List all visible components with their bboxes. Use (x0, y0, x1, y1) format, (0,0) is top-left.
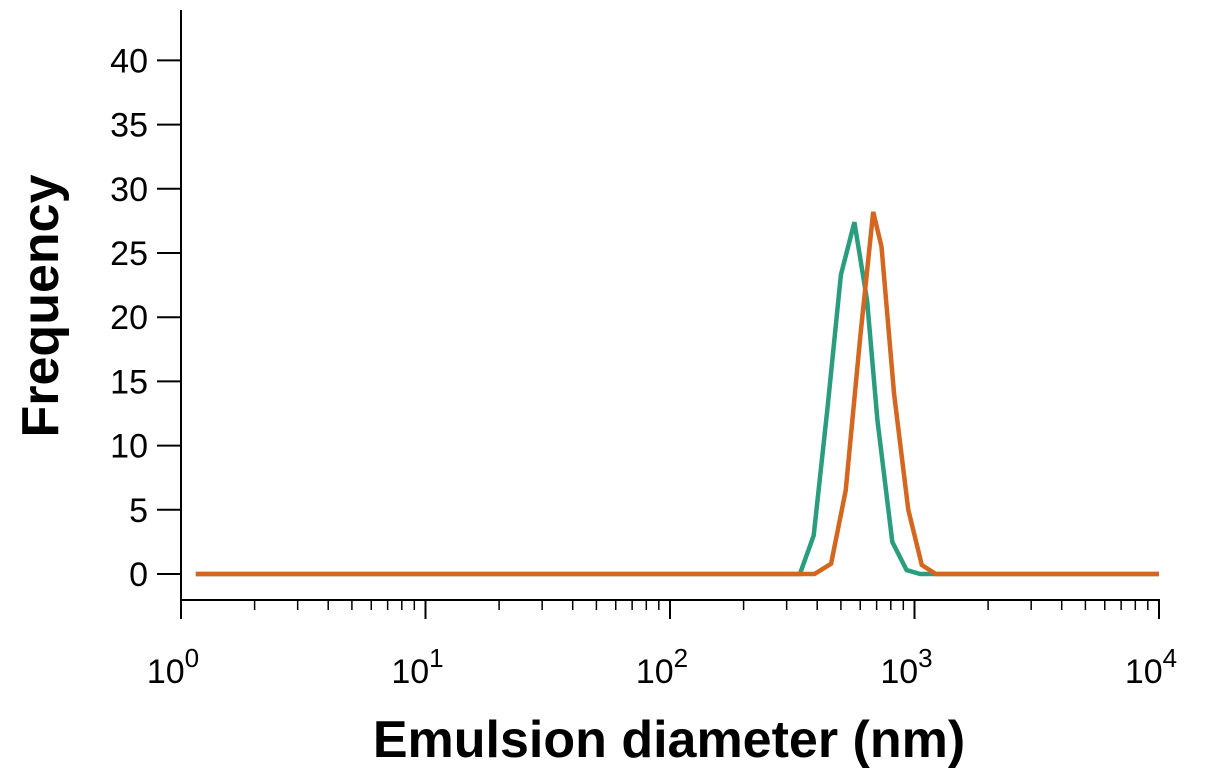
x-tick-label-base: 10 (391, 653, 429, 691)
x-tick-label-base: 10 (880, 653, 918, 691)
x-axis-title: Emulsion diameter (nm) (373, 711, 965, 769)
x-tick-label-base: 10 (147, 653, 185, 691)
y-tick-label: 40 (110, 42, 148, 80)
series-line-2 (195, 211, 1159, 577)
x-tick-label: 102 (636, 643, 688, 691)
y-tick-label: 25 (110, 235, 148, 273)
y-axis-title: Frequency (12, 174, 70, 437)
y-tick-label: 10 (110, 428, 148, 466)
y-tick-label: 15 (110, 363, 148, 401)
x-tick-label-exponent: 4 (1163, 643, 1177, 673)
x-tick-label-exponent: 2 (674, 643, 688, 673)
y-tick-label: 30 (110, 171, 148, 209)
series-line-1 (195, 221, 1159, 577)
y-tick-label: 5 (129, 492, 148, 530)
x-tick-label: 100 (147, 643, 199, 691)
x-tick-label-base: 10 (1125, 653, 1163, 691)
x-tick-label-exponent: 3 (918, 643, 932, 673)
x-tick-label: 103 (880, 643, 932, 691)
x-tick-label: 101 (391, 643, 443, 691)
x-tick-label: 104 (1125, 643, 1177, 691)
y-tick-label: 0 (129, 556, 148, 594)
y-tick-label: 20 (110, 299, 148, 337)
x-tick-label-exponent: 1 (429, 643, 443, 673)
x-tick-label-exponent: 0 (185, 643, 199, 673)
y-tick-label: 35 (110, 107, 148, 145)
series-layer (195, 211, 1159, 577)
x-tick-label-base: 10 (636, 653, 674, 691)
